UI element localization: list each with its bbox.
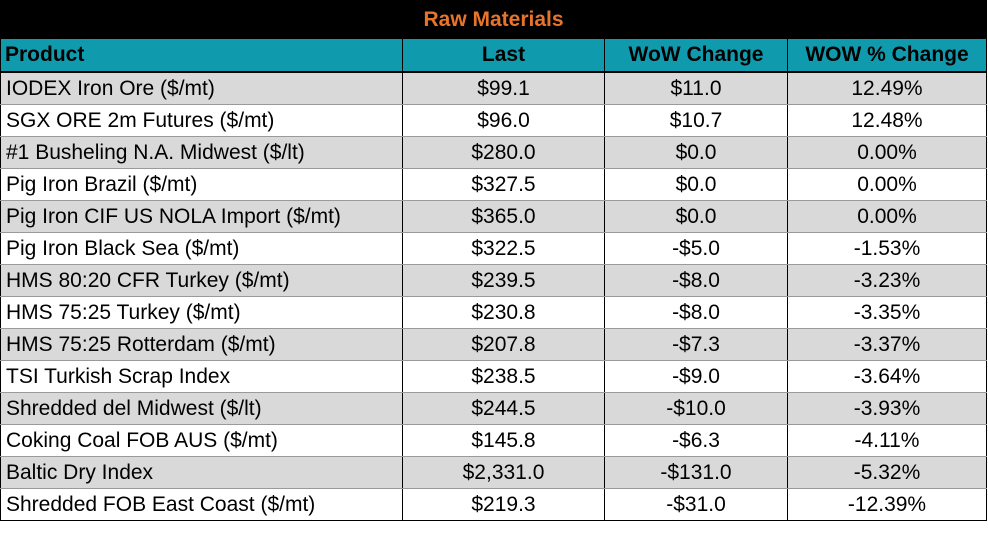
table-row: Shredded del Midwest ($/lt) $244.5 -$10.…	[0, 392, 987, 425]
cell-product: HMS 75:25 Turkey ($/mt)	[0, 296, 403, 329]
cell-wow-pct-change: -3.35%	[787, 296, 987, 329]
table-title: Raw Materials	[0, 0, 987, 39]
cell-wow-change: -$31.0	[604, 488, 788, 521]
table-row: #1 Busheling N.A. Midwest ($/lt) $280.0 …	[0, 136, 987, 169]
cell-wow-change: $0.0	[604, 168, 788, 201]
cell-wow-pct-change: 12.48%	[787, 104, 987, 137]
cell-last: $99.1	[402, 72, 605, 105]
cell-wow-pct-change: -12.39%	[787, 488, 987, 521]
cell-product: Shredded del Midwest ($/lt)	[0, 392, 403, 425]
cell-product: Pig Iron Black Sea ($/mt)	[0, 232, 403, 265]
table-body: IODEX Iron Ore ($/mt) $99.1 $11.0 12.49%…	[0, 72, 987, 521]
table-row: Shredded FOB East Coast ($/mt) $219.3 -$…	[0, 488, 987, 521]
cell-product: HMS 80:20 CFR Turkey ($/mt)	[0, 264, 403, 297]
table-row: SGX ORE 2m Futures ($/mt) $96.0 $10.7 12…	[0, 104, 987, 137]
cell-wow-pct-change: -3.23%	[787, 264, 987, 297]
cell-product: Pig Iron Brazil ($/mt)	[0, 168, 403, 201]
column-header-product: Product	[0, 38, 403, 73]
cell-product: Pig Iron CIF US NOLA Import ($/mt)	[0, 200, 403, 233]
cell-wow-pct-change: -3.93%	[787, 392, 987, 425]
cell-wow-change: -$10.0	[604, 392, 788, 425]
table-row: Coking Coal FOB AUS ($/mt) $145.8 -$6.3 …	[0, 424, 987, 457]
cell-last: $145.8	[402, 424, 605, 457]
table-row: HMS 80:20 CFR Turkey ($/mt) $239.5 -$8.0…	[0, 264, 987, 297]
cell-wow-pct-change: -1.53%	[787, 232, 987, 265]
raw-materials-table: Raw Materials Product Last WoW Change WO…	[0, 0, 987, 521]
cell-wow-change: $11.0	[604, 72, 788, 105]
table-row: Pig Iron CIF US NOLA Import ($/mt) $365.…	[0, 200, 987, 233]
cell-wow-change: $10.7	[604, 104, 788, 137]
table-row: HMS 75:25 Turkey ($/mt) $230.8 -$8.0 -3.…	[0, 296, 987, 329]
cell-wow-pct-change: -3.64%	[787, 360, 987, 393]
cell-product: TSI Turkish Scrap Index	[0, 360, 403, 393]
table-row: Pig Iron Brazil ($/mt) $327.5 $0.0 0.00%	[0, 168, 987, 201]
cell-last: $244.5	[402, 392, 605, 425]
table-row: HMS 75:25 Rotterdam ($/mt) $207.8 -$7.3 …	[0, 328, 987, 361]
cell-product: Shredded FOB East Coast ($/mt)	[0, 488, 403, 521]
cell-wow-change: -$7.3	[604, 328, 788, 361]
cell-wow-change: -$6.3	[604, 424, 788, 457]
cell-wow-pct-change: -4.11%	[787, 424, 987, 457]
cell-product: IODEX Iron Ore ($/mt)	[0, 72, 403, 105]
cell-wow-pct-change: -3.37%	[787, 328, 987, 361]
table-row: Pig Iron Black Sea ($/mt) $322.5 -$5.0 -…	[0, 232, 987, 265]
cell-last: $238.5	[402, 360, 605, 393]
cell-wow-change: $0.0	[604, 136, 788, 169]
cell-wow-pct-change: 0.00%	[787, 200, 987, 233]
table-title-row: Raw Materials	[0, 0, 987, 39]
cell-last: $239.5	[402, 264, 605, 297]
table-row: Baltic Dry Index $2,331.0 -$131.0 -5.32%	[0, 456, 987, 489]
table-row: IODEX Iron Ore ($/mt) $99.1 $11.0 12.49%	[0, 72, 987, 105]
cell-wow-pct-change: 12.49%	[787, 72, 987, 105]
cell-wow-change: -$8.0	[604, 296, 788, 329]
cell-wow-pct-change: -5.32%	[787, 456, 987, 489]
cell-last: $219.3	[402, 488, 605, 521]
column-header-row: Product Last WoW Change WOW % Change	[0, 38, 987, 73]
cell-product: SGX ORE 2m Futures ($/mt)	[0, 104, 403, 137]
cell-last: $207.8	[402, 328, 605, 361]
table-row: TSI Turkish Scrap Index $238.5 -$9.0 -3.…	[0, 360, 987, 393]
column-header-wow-change: WoW Change	[604, 38, 788, 73]
cell-product: Coking Coal FOB AUS ($/mt)	[0, 424, 403, 457]
cell-last: $96.0	[402, 104, 605, 137]
cell-wow-change: -$8.0	[604, 264, 788, 297]
cell-last: $2,331.0	[402, 456, 605, 489]
column-header-wow-pct-change: WOW % Change	[787, 38, 987, 73]
cell-wow-pct-change: 0.00%	[787, 168, 987, 201]
cell-wow-change: -$5.0	[604, 232, 788, 265]
cell-last: $365.0	[402, 200, 605, 233]
cell-product: Baltic Dry Index	[0, 456, 403, 489]
cell-wow-change: -$131.0	[604, 456, 788, 489]
cell-wow-change: $0.0	[604, 200, 788, 233]
column-header-last: Last	[402, 38, 605, 73]
cell-product: #1 Busheling N.A. Midwest ($/lt)	[0, 136, 403, 169]
cell-last: $327.5	[402, 168, 605, 201]
cell-last: $230.8	[402, 296, 605, 329]
cell-wow-pct-change: 0.00%	[787, 136, 987, 169]
cell-wow-change: -$9.0	[604, 360, 788, 393]
cell-product: HMS 75:25 Rotterdam ($/mt)	[0, 328, 403, 361]
cell-last: $280.0	[402, 136, 605, 169]
cell-last: $322.5	[402, 232, 605, 265]
